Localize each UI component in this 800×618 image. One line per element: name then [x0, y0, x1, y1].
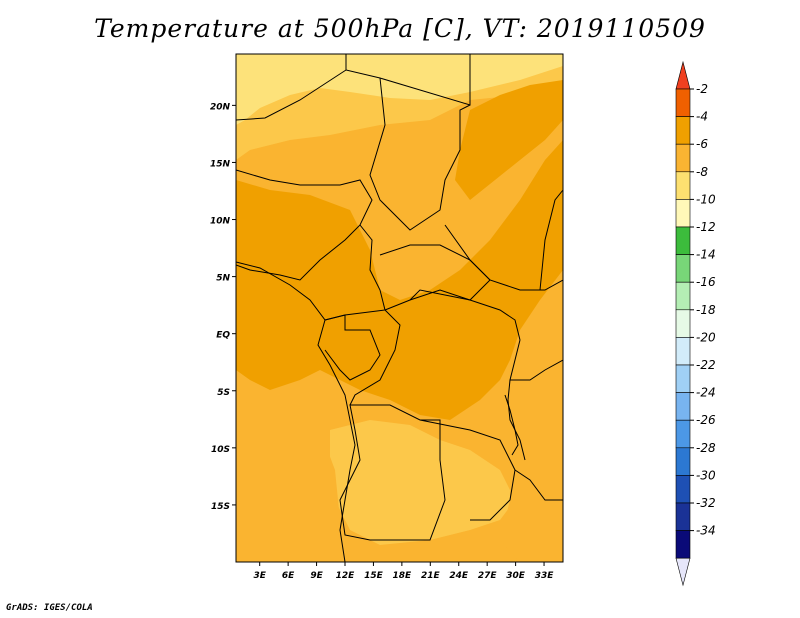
colorbar-label: -12 — [696, 220, 716, 234]
colorbar-label: -8 — [696, 165, 708, 179]
colorbar-top-arrow — [675, 60, 691, 90]
lat-tick-label: 20N — [210, 102, 231, 112]
lon-tick-label: 6E — [282, 571, 295, 581]
lon-tick-label: 21E — [421, 571, 441, 581]
border-tanzania — [510, 359, 563, 381]
field-mid-south — [330, 420, 515, 545]
colorbar-swatch — [675, 337, 691, 366]
border-congo-gabon — [324, 314, 381, 381]
plot-frame — [235, 53, 564, 563]
lon-tick-label: 18E — [393, 571, 413, 581]
colorbar-swatch — [675, 309, 691, 338]
colorbar-label: -4 — [696, 110, 708, 124]
lat-tick-label: 10N — [210, 217, 231, 227]
colorbar-legend: -2 -4 -6 -8 -10 -12 -14 -16 -18 -20 -22 -24 -26 -28 -3… — [675, 60, 716, 587]
colorbar-label: -30 — [696, 468, 716, 482]
colorbar-label: -28 — [696, 441, 716, 455]
lake-tanganyika — [504, 394, 519, 456]
field-mid-central — [370, 185, 450, 245]
colorbar-swatch — [675, 364, 691, 393]
colorbar-swatch — [675, 143, 691, 173]
colorbar-label: -32 — [696, 496, 716, 510]
map-title: Temperature at 500hPa [C], VT: 201911050… — [94, 14, 706, 43]
lat-tick-label: EQ — [216, 331, 230, 341]
colorbar-swatch — [675, 88, 691, 117]
colorbar-swatch — [675, 419, 691, 449]
lon-tick-label: 27E — [478, 571, 498, 581]
colorbar-label: -24 — [696, 386, 716, 400]
colorbar-label: -22 — [696, 358, 716, 372]
lon-tick-label: 30E — [506, 571, 526, 581]
lon-tick-label: 3E — [253, 571, 266, 581]
colorbar-swatch — [675, 226, 691, 255]
border-drc-west — [349, 309, 401, 406]
colorbar-label: -14 — [696, 248, 716, 262]
lon-tick-label: 9E — [310, 571, 323, 581]
colorbar-label: -26 — [696, 413, 716, 427]
colorbar-label: -6 — [696, 137, 708, 151]
colorbar-swatch — [675, 502, 691, 531]
lon-tick-label: 24E — [449, 571, 469, 581]
colorbar-swatch — [675, 392, 691, 421]
lat-tick-label: 5S — [217, 388, 230, 398]
colorbar-label: -10 — [696, 192, 716, 206]
lon-tick-label: 15E — [364, 571, 384, 581]
border-south-sudan — [444, 224, 563, 291]
border-sudan-ethiopia — [539, 189, 563, 291]
colorbar-swatch — [675, 475, 691, 504]
colorbar-swatch — [675, 447, 691, 476]
border-niger-chad — [236, 69, 347, 121]
colorbar-swatch — [675, 281, 691, 311]
border-east-lakes — [507, 339, 526, 461]
colorbar-label: -20 — [696, 330, 716, 344]
colorbar-swatch — [675, 171, 691, 200]
colorbar-swatch — [675, 530, 691, 559]
colorbar-swatch — [675, 254, 691, 283]
lat-tick-label: 10S — [211, 445, 230, 455]
lat-tick-label: 5N — [216, 274, 230, 284]
border-drc-north — [409, 289, 521, 341]
lat-tick-label: 15S — [211, 502, 230, 512]
colorbar-swatch — [675, 116, 691, 145]
colorbar-bottom-arrow — [675, 557, 691, 587]
coastline-west — [236, 261, 356, 562]
lon-tick-label: 33E — [535, 571, 555, 581]
colorbar-swatch — [675, 199, 691, 228]
field-coolest-north — [236, 54, 563, 125]
colorbar-label: -16 — [696, 275, 716, 289]
border-chad-sudan — [369, 77, 471, 231]
border-angola — [339, 404, 446, 541]
grads-credit: GrADS: IGES/COLA — [6, 603, 93, 613]
colorbar-label: -2 — [696, 82, 708, 96]
colorbar-label: -34 — [696, 524, 716, 538]
lon-tick-label: 12E — [336, 571, 356, 581]
border-zambia-malawi — [514, 469, 563, 501]
colorbar-label: -18 — [696, 303, 716, 317]
field-warm-west — [236, 140, 563, 420]
lat-tick-label: 15N — [210, 159, 231, 169]
field-warm-south — [236, 400, 340, 562]
field-warm-northeast — [455, 80, 563, 200]
